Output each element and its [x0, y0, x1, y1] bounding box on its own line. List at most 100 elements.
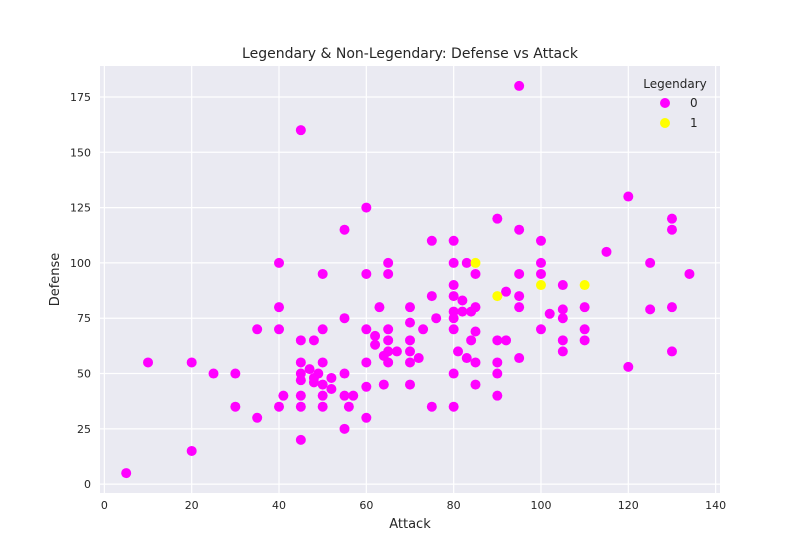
data-point: [405, 302, 415, 313]
data-point: [601, 246, 612, 257]
data-point: [370, 330, 381, 341]
data-point: [470, 357, 481, 368]
data-point: [339, 224, 350, 235]
data-point: [684, 268, 695, 279]
data-point: [666, 302, 677, 313]
data-point: [304, 364, 315, 375]
data-point: [186, 445, 197, 456]
data-point: [448, 257, 459, 268]
data-point: [343, 401, 354, 412]
data-point: [418, 324, 429, 335]
data-point: [295, 401, 306, 412]
data-point: [274, 257, 285, 268]
data-point: [461, 257, 472, 268]
data-point: [383, 335, 394, 346]
data-point: [370, 339, 381, 350]
data-point: [121, 468, 132, 479]
y-axis-label: Defense: [48, 253, 63, 307]
y-tick-label: 0: [84, 478, 91, 491]
data-point: [544, 308, 555, 319]
data-point: [557, 304, 568, 315]
data-point: [579, 302, 590, 313]
data-point: [470, 302, 481, 313]
x-tick-label: 140: [705, 499, 726, 512]
chart-title: Legendary & Non-Legendary: Defense vs At…: [242, 46, 579, 62]
data-point: [470, 379, 481, 390]
data-point: [514, 80, 525, 91]
data-point: [252, 324, 263, 335]
data-point: [492, 368, 503, 379]
data-point: [405, 379, 415, 390]
data-point: [514, 302, 525, 313]
x-tick-label: 80: [447, 499, 461, 512]
data-point: [313, 368, 324, 379]
data-point: [339, 390, 350, 401]
data-point: [230, 368, 241, 379]
data-point: [308, 377, 319, 388]
data-point: [383, 268, 394, 279]
data-point: [326, 384, 337, 395]
y-tick-label: 75: [77, 312, 91, 325]
data-point: [295, 375, 306, 386]
data-point: [348, 390, 359, 401]
data-point: [361, 357, 372, 368]
data-point: [317, 401, 328, 412]
grid-lines: [100, 66, 720, 493]
data-point: [295, 335, 306, 346]
data-point: [426, 401, 437, 412]
data-point: [514, 268, 525, 279]
legend-entry-label: 1: [690, 116, 698, 130]
data-point: [426, 291, 437, 302]
data-point: [501, 335, 512, 346]
data-point: [579, 280, 590, 291]
x-tick-labels: 0 20 40 60 80 100 120 140: [101, 499, 726, 512]
data-point: [470, 268, 481, 279]
data-point: [453, 346, 464, 357]
data-point: [457, 295, 468, 306]
data-point: [295, 434, 306, 445]
data-point: [413, 353, 424, 364]
data-point: [514, 291, 525, 302]
data-point: [361, 268, 372, 279]
legend-title: Legendary: [643, 77, 706, 91]
data-point: [339, 313, 350, 324]
x-tick-label: 100: [530, 499, 551, 512]
data-point: [317, 268, 328, 279]
data-point: [448, 235, 459, 246]
data-point: [405, 346, 415, 357]
data-point: [535, 268, 546, 279]
data-point: [557, 346, 568, 357]
data-point: [535, 324, 546, 335]
data-point: [186, 357, 197, 368]
data-point: [666, 346, 677, 357]
data-point: [391, 346, 402, 357]
data-point: [295, 125, 306, 136]
data-point: [405, 357, 415, 368]
data-point: [274, 324, 285, 335]
data-point: [295, 357, 306, 368]
data-point: [645, 257, 656, 268]
data-point: [361, 202, 372, 213]
data-point: [492, 357, 503, 368]
data-point: [405, 317, 415, 328]
data-point: [295, 390, 306, 401]
data-point: [317, 324, 328, 335]
data-point: [274, 302, 285, 313]
data-point: [230, 401, 241, 412]
legend-marker: [660, 98, 670, 108]
data-point: [383, 324, 394, 335]
data-point: [361, 324, 372, 335]
data-point: [378, 379, 389, 390]
data-point: [535, 235, 546, 246]
x-tick-label: 20: [185, 499, 199, 512]
y-tick-label: 100: [70, 257, 91, 270]
x-tick-label: 40: [272, 499, 286, 512]
data-point: [492, 390, 503, 401]
data-point: [492, 291, 503, 302]
data-point: [383, 257, 394, 268]
data-point: [492, 335, 503, 346]
data-point: [514, 353, 525, 364]
data-point: [426, 235, 437, 246]
x-tick-label: 120: [618, 499, 639, 512]
data-point: [431, 313, 442, 324]
